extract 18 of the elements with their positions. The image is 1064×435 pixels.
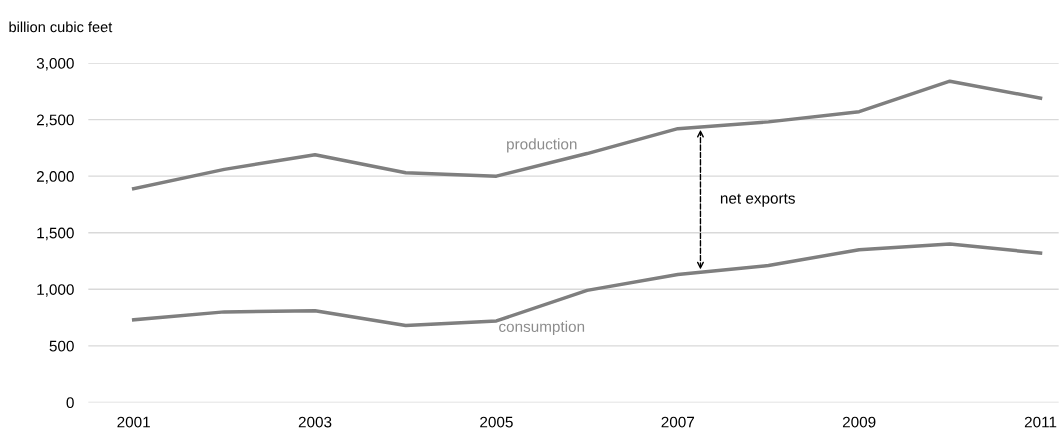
y-tick-label: 1,000	[37, 284, 74, 297]
series-label: production	[507, 138, 577, 153]
annotation: net exports	[720, 193, 795, 207]
y-tick-label: 0	[66, 397, 74, 409]
x-tick-label: 2003	[298, 416, 332, 428]
x-tick-label: 2001	[117, 416, 150, 428]
y-tick-label: 3,000	[36, 57, 74, 71]
y-tick-label: 1,500	[37, 227, 74, 241]
y-tick-label: 2,000	[36, 171, 74, 184]
x-tick-label: 2005	[480, 416, 513, 428]
x-tick-label: 2007	[661, 416, 695, 428]
x-tick-label: 2009	[842, 416, 876, 428]
line-series	[131, 79, 1043, 191]
x-tick-label: 2011	[1024, 416, 1057, 428]
y-tick-label: 500	[49, 340, 74, 352]
series-label: consumption	[499, 320, 585, 336]
y-axis-title: billion cubic feet	[9, 21, 113, 33]
y-tick-label: 2,500	[36, 114, 74, 128]
